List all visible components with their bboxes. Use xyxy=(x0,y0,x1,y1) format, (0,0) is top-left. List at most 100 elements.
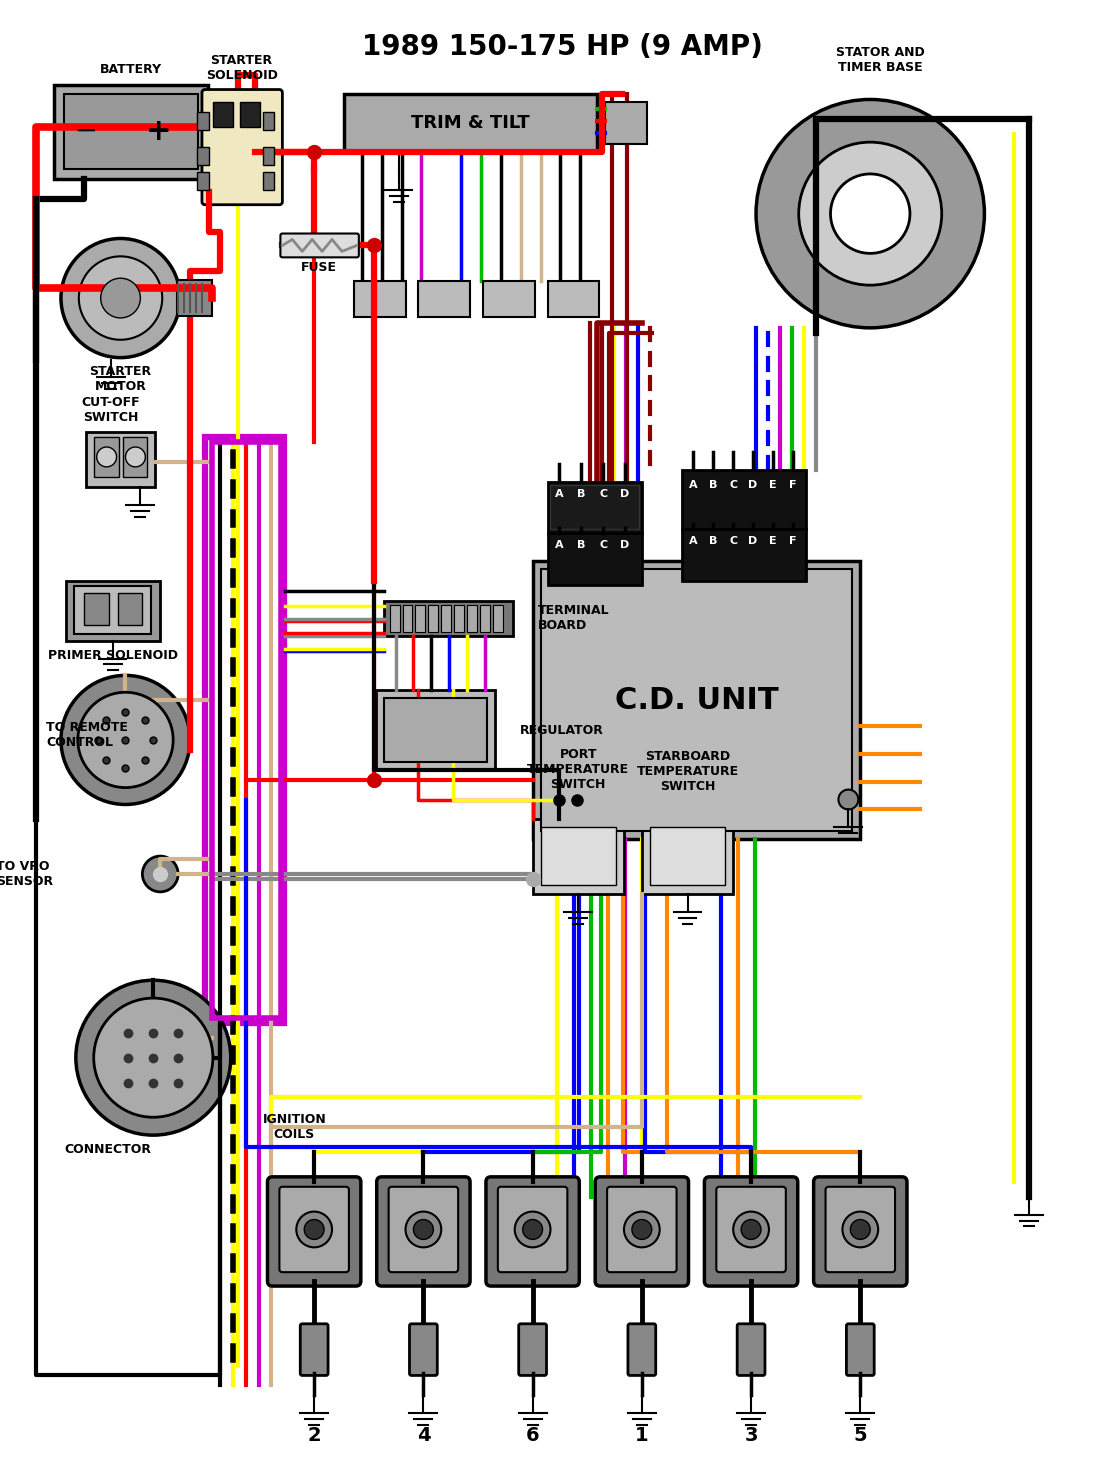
Text: STARBOARD
TEMPERATURE
SWITCH: STARBOARD TEMPERATURE SWITCH xyxy=(637,749,738,793)
Bar xyxy=(532,820,624,894)
Bar xyxy=(212,443,282,1018)
Circle shape xyxy=(296,1211,332,1248)
Bar xyxy=(454,605,464,631)
Text: TRIM & TILT: TRIM & TILT xyxy=(410,114,529,133)
Text: IGNITION
COILS: IGNITION COILS xyxy=(263,1113,327,1141)
Text: B: B xyxy=(710,536,717,546)
Circle shape xyxy=(414,1220,433,1239)
Text: D: D xyxy=(620,488,629,498)
FancyBboxPatch shape xyxy=(846,1324,874,1375)
Text: A: A xyxy=(690,536,697,546)
Text: TERMINAL
BOARD: TERMINAL BOARD xyxy=(538,603,609,631)
Bar xyxy=(682,529,805,581)
Text: A: A xyxy=(690,479,697,489)
Circle shape xyxy=(756,99,984,327)
Text: PORT
TEMPERATURE
SWITCH: PORT TEMPERATURE SWITCH xyxy=(527,748,629,792)
Circle shape xyxy=(830,174,910,253)
Text: 5: 5 xyxy=(854,1426,867,1445)
FancyBboxPatch shape xyxy=(376,1178,470,1286)
FancyBboxPatch shape xyxy=(388,1186,458,1273)
FancyBboxPatch shape xyxy=(409,1324,438,1375)
Bar xyxy=(94,437,119,476)
Circle shape xyxy=(838,789,858,809)
Circle shape xyxy=(850,1220,870,1239)
Circle shape xyxy=(515,1211,550,1248)
FancyBboxPatch shape xyxy=(825,1186,895,1273)
Bar xyxy=(263,112,274,130)
Circle shape xyxy=(734,1211,769,1248)
Text: C: C xyxy=(600,488,607,498)
Bar xyxy=(205,437,285,1023)
Text: B: B xyxy=(710,479,717,489)
FancyBboxPatch shape xyxy=(300,1324,328,1375)
FancyBboxPatch shape xyxy=(704,1178,798,1286)
Text: B: B xyxy=(578,488,585,498)
FancyBboxPatch shape xyxy=(202,89,283,205)
Bar xyxy=(122,437,147,476)
FancyBboxPatch shape xyxy=(607,1186,676,1273)
Bar xyxy=(540,827,616,885)
Circle shape xyxy=(78,693,173,787)
FancyBboxPatch shape xyxy=(737,1324,764,1375)
Text: PRIMER SOLENOID: PRIMER SOLENOID xyxy=(47,649,177,662)
Bar xyxy=(66,581,161,640)
Text: 1: 1 xyxy=(635,1426,649,1445)
Text: CONNECTOR: CONNECTOR xyxy=(64,1143,151,1156)
Bar xyxy=(197,112,209,130)
Circle shape xyxy=(60,238,180,358)
Bar xyxy=(641,820,734,894)
FancyBboxPatch shape xyxy=(716,1186,785,1273)
Circle shape xyxy=(799,142,942,285)
Circle shape xyxy=(522,1220,542,1239)
Bar xyxy=(118,593,142,625)
Text: A: A xyxy=(556,541,563,551)
Bar xyxy=(263,148,274,165)
Bar xyxy=(263,172,274,190)
Bar xyxy=(550,485,639,529)
Bar xyxy=(86,432,155,487)
Text: C: C xyxy=(729,479,737,489)
Bar xyxy=(403,605,412,631)
Bar xyxy=(532,561,860,839)
Bar xyxy=(376,690,495,770)
Bar xyxy=(682,470,805,529)
Text: FUSE: FUSE xyxy=(301,260,337,273)
FancyBboxPatch shape xyxy=(498,1186,568,1273)
Bar xyxy=(177,281,212,316)
Text: TO REMOTE
CONTROL: TO REMOTE CONTROL xyxy=(46,720,128,749)
Circle shape xyxy=(97,447,117,468)
FancyBboxPatch shape xyxy=(486,1178,580,1286)
Text: C: C xyxy=(729,536,737,546)
Circle shape xyxy=(94,998,213,1118)
Bar xyxy=(354,281,406,317)
Text: 3: 3 xyxy=(745,1426,758,1445)
Text: BATTERY: BATTERY xyxy=(99,63,162,76)
Text: 2: 2 xyxy=(307,1426,321,1445)
Circle shape xyxy=(101,278,141,318)
Bar xyxy=(418,281,470,317)
Circle shape xyxy=(624,1211,660,1248)
Text: E: E xyxy=(769,479,777,489)
Text: TO VRO
SENSOR: TO VRO SENSOR xyxy=(0,861,54,888)
Text: 1989 150-175 HP (9 AMP): 1989 150-175 HP (9 AMP) xyxy=(362,32,762,61)
Bar xyxy=(540,570,852,831)
Bar xyxy=(84,593,109,625)
Circle shape xyxy=(142,856,178,891)
Bar xyxy=(605,102,647,145)
Text: C.D. UNIT: C.D. UNIT xyxy=(615,685,779,714)
Circle shape xyxy=(76,980,231,1135)
Bar xyxy=(389,605,399,631)
FancyBboxPatch shape xyxy=(280,234,359,257)
Text: F: F xyxy=(789,536,796,546)
Bar xyxy=(650,827,725,885)
Text: B: B xyxy=(578,541,585,551)
Bar xyxy=(548,533,641,584)
Text: D: D xyxy=(748,536,758,546)
Circle shape xyxy=(741,1220,761,1239)
Text: A: A xyxy=(556,488,563,498)
Text: 4: 4 xyxy=(417,1426,430,1445)
Bar xyxy=(441,605,451,631)
Bar xyxy=(197,148,209,165)
Circle shape xyxy=(406,1211,441,1248)
FancyBboxPatch shape xyxy=(628,1324,656,1375)
